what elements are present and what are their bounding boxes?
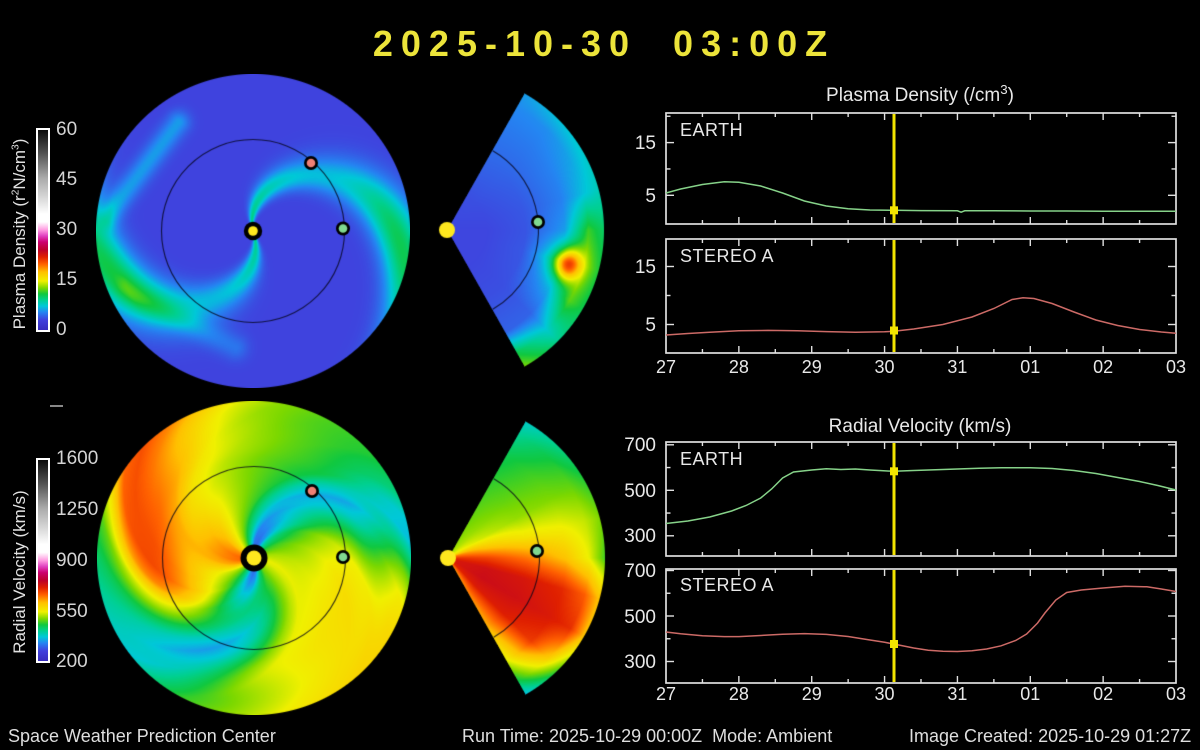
svg-text:15: 15 <box>635 133 656 154</box>
svg-text:28: 28 <box>729 684 749 704</box>
svg-text:28: 28 <box>729 357 749 377</box>
svg-text:27: 27 <box>656 684 676 704</box>
svg-text:EARTH: EARTH <box>680 120 743 140</box>
svg-text:27: 27 <box>656 357 676 377</box>
svg-text:EARTH: EARTH <box>680 449 743 469</box>
svg-text:01: 01 <box>1020 357 1040 377</box>
svg-text:31: 31 <box>947 684 967 704</box>
svg-text:02: 02 <box>1093 684 1113 704</box>
svg-text:03: 03 <box>1166 684 1186 704</box>
svg-text:Plasma Density (/cm3): Plasma Density (/cm3) <box>826 82 1014 107</box>
svg-text:31: 31 <box>947 357 967 377</box>
svg-text:700: 700 <box>624 435 656 456</box>
svg-text:02: 02 <box>1093 357 1113 377</box>
svg-text:5: 5 <box>645 315 656 336</box>
svg-text:15: 15 <box>635 257 656 278</box>
svg-text:500: 500 <box>624 481 656 502</box>
svg-text:03: 03 <box>1166 357 1186 377</box>
svg-text:30: 30 <box>875 357 895 377</box>
svg-text:300: 300 <box>624 652 656 673</box>
svg-text:STEREO A: STEREO A <box>680 575 774 595</box>
svg-text:Radial Velocity (km/s): Radial Velocity (km/s) <box>829 416 1012 437</box>
svg-text:30: 30 <box>875 684 895 704</box>
svg-text:5: 5 <box>645 186 656 207</box>
svg-text:29: 29 <box>802 357 822 377</box>
svg-text:300: 300 <box>624 526 656 547</box>
svg-text:700: 700 <box>624 561 656 582</box>
svg-text:29: 29 <box>802 684 822 704</box>
svg-text:STEREO A: STEREO A <box>680 246 774 266</box>
svg-text:500: 500 <box>624 607 656 628</box>
svg-text:01: 01 <box>1020 684 1040 704</box>
